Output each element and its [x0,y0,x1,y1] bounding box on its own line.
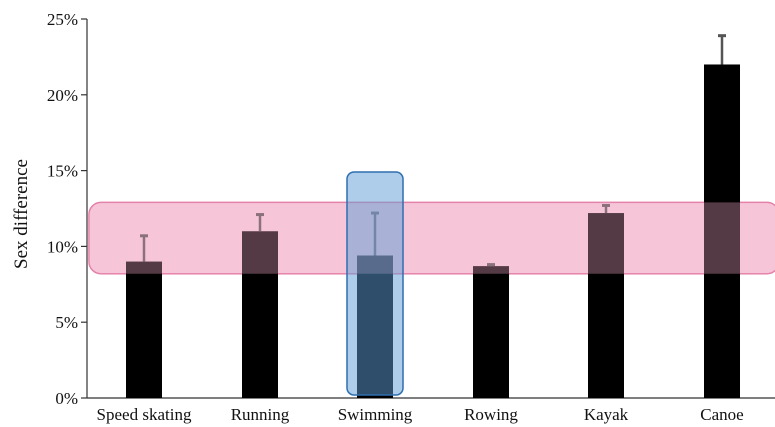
x-category-label: Swimming [338,405,413,424]
x-category-label: Speed skating [97,405,192,424]
y-tick-label: 25% [47,10,78,29]
axes-layer [81,18,775,399]
bar [588,213,624,398]
x-category-label: Running [231,405,290,424]
y-tick-label: 0% [55,389,78,408]
labels-layer: 0% 5% 10% 15% 20% 25% Speed skating Running Swim… [47,10,744,424]
x-category-label: Canoe [700,405,743,424]
y-tick-label: 20% [47,86,78,105]
y-tick-label: 5% [55,313,78,332]
highlight-band-tint [89,202,775,274]
overlay-layer [89,171,775,396]
y-tick-label: 10% [47,237,78,256]
bar [242,231,278,398]
x-category-label: Kayak [584,405,629,424]
bar [473,266,509,398]
highlight-box-swimming [346,171,404,396]
y-tick-label: 15% [47,162,78,181]
bar [704,64,740,398]
x-category-label: Rowing [464,405,518,424]
y-axis-title: Sex difference [11,159,32,269]
bar [126,261,162,398]
